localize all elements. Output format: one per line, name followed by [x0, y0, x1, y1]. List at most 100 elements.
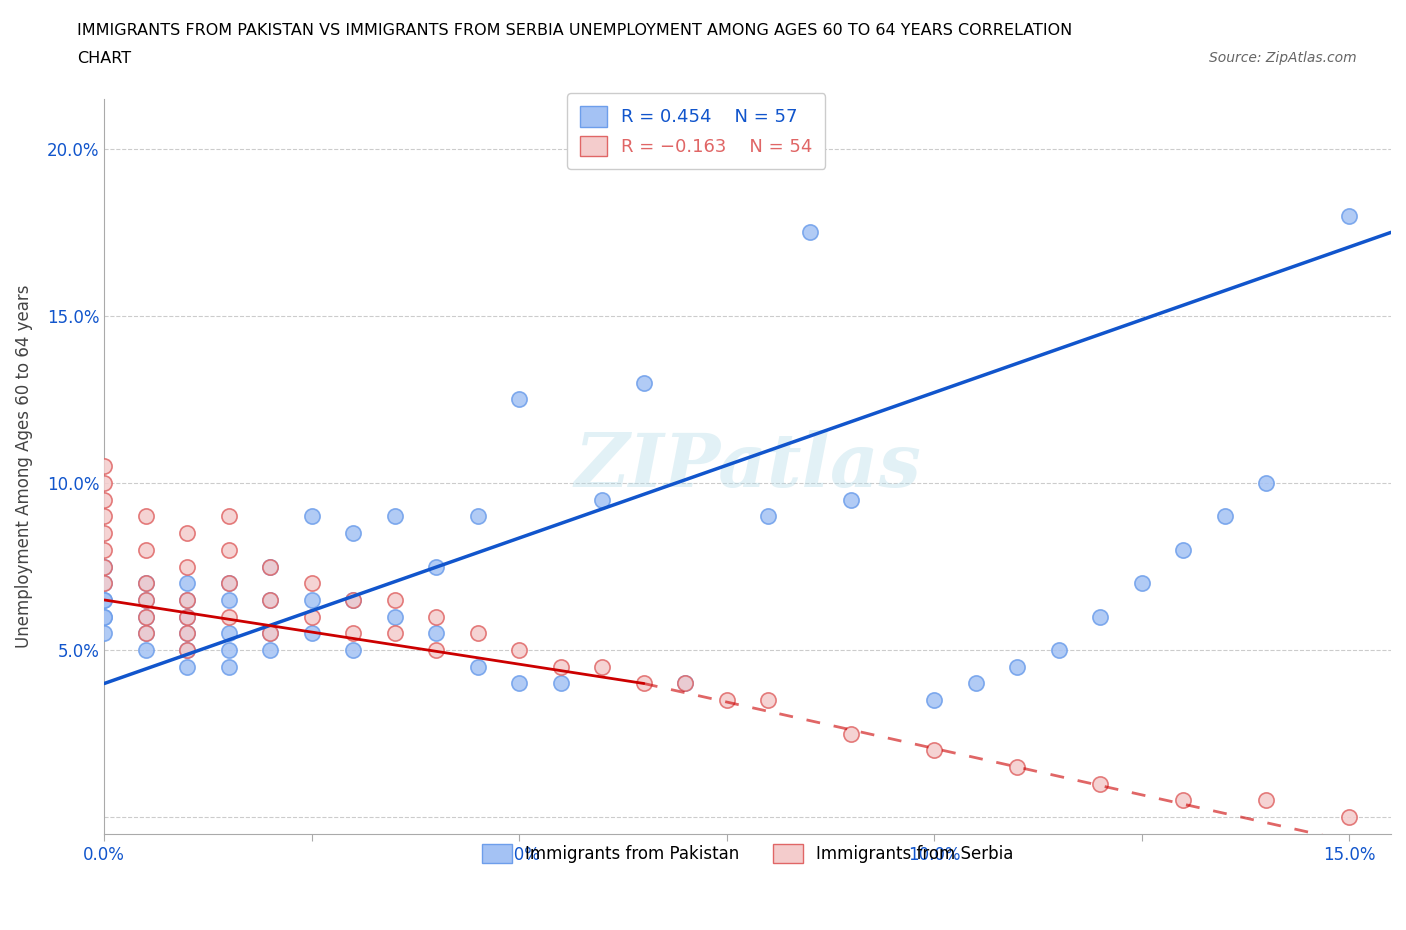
Point: [93, 609, 115, 624]
Point: [342, 626, 364, 641]
Point: [93, 592, 115, 607]
Point: [1339, 208, 1361, 223]
Point: [384, 509, 406, 524]
Point: [259, 592, 281, 607]
Point: [633, 676, 655, 691]
Point: [259, 559, 281, 574]
Point: [591, 659, 613, 674]
Point: [135, 509, 157, 524]
Point: [301, 576, 323, 591]
Point: [384, 626, 406, 641]
Point: [425, 609, 447, 624]
Point: [1173, 793, 1195, 808]
Point: [425, 643, 447, 658]
Point: [176, 626, 198, 641]
Point: [467, 659, 489, 674]
Point: [135, 576, 157, 591]
Point: [1090, 609, 1112, 624]
Point: [342, 525, 364, 540]
Point: [550, 676, 572, 691]
Point: [467, 626, 489, 641]
Point: [259, 643, 281, 658]
Point: [135, 576, 157, 591]
Point: [758, 509, 780, 524]
Point: [841, 726, 863, 741]
Point: [93, 542, 115, 557]
Point: [342, 592, 364, 607]
Point: [93, 592, 115, 607]
Point: [259, 592, 281, 607]
Point: [176, 609, 198, 624]
Point: [93, 492, 115, 507]
Point: [1047, 643, 1070, 658]
Point: [673, 676, 696, 691]
Text: CHART: CHART: [77, 51, 131, 66]
Point: [93, 475, 115, 490]
Point: [218, 609, 240, 624]
Point: [218, 509, 240, 524]
Point: [1173, 542, 1195, 557]
Point: [384, 609, 406, 624]
Point: [342, 643, 364, 658]
Point: [1007, 760, 1029, 775]
Point: [93, 626, 115, 641]
Point: [1256, 475, 1278, 490]
Point: [259, 626, 281, 641]
Point: [633, 376, 655, 391]
Point: [93, 559, 115, 574]
Point: [924, 743, 946, 758]
Point: [924, 693, 946, 708]
Point: [135, 609, 157, 624]
Point: [176, 525, 198, 540]
Point: [176, 609, 198, 624]
Point: [93, 509, 115, 524]
Point: [93, 609, 115, 624]
Point: [176, 659, 198, 674]
Legend: Immigrants from Pakistan, Immigrants from Serbia: Immigrants from Pakistan, Immigrants fro…: [475, 837, 1021, 870]
Point: [301, 592, 323, 607]
Point: [301, 509, 323, 524]
Point: [1130, 576, 1153, 591]
Point: [508, 392, 530, 407]
Point: [384, 592, 406, 607]
Point: [1090, 777, 1112, 791]
Point: [508, 676, 530, 691]
Point: [176, 592, 198, 607]
Point: [1007, 659, 1029, 674]
Point: [93, 576, 115, 591]
Point: [550, 659, 572, 674]
Point: [301, 626, 323, 641]
Point: [673, 676, 696, 691]
Point: [425, 626, 447, 641]
Point: [135, 592, 157, 607]
Text: Source: ZipAtlas.com: Source: ZipAtlas.com: [1209, 51, 1357, 65]
Point: [218, 542, 240, 557]
Point: [135, 592, 157, 607]
Point: [176, 643, 198, 658]
Point: [176, 559, 198, 574]
Point: [93, 576, 115, 591]
Point: [1213, 509, 1236, 524]
Point: [135, 643, 157, 658]
Point: [218, 643, 240, 658]
Point: [1256, 793, 1278, 808]
Point: [176, 592, 198, 607]
Point: [965, 676, 987, 691]
Point: [301, 609, 323, 624]
Point: [218, 659, 240, 674]
Point: [176, 576, 198, 591]
Point: [93, 559, 115, 574]
Point: [135, 626, 157, 641]
Point: [218, 626, 240, 641]
Point: [467, 509, 489, 524]
Point: [135, 542, 157, 557]
Point: [176, 643, 198, 658]
Text: IMMIGRANTS FROM PAKISTAN VS IMMIGRANTS FROM SERBIA UNEMPLOYMENT AMONG AGES 60 TO: IMMIGRANTS FROM PAKISTAN VS IMMIGRANTS F…: [77, 23, 1073, 38]
Point: [135, 609, 157, 624]
Point: [259, 559, 281, 574]
Point: [508, 643, 530, 658]
Point: [176, 626, 198, 641]
Point: [93, 525, 115, 540]
Point: [342, 592, 364, 607]
Point: [135, 626, 157, 641]
